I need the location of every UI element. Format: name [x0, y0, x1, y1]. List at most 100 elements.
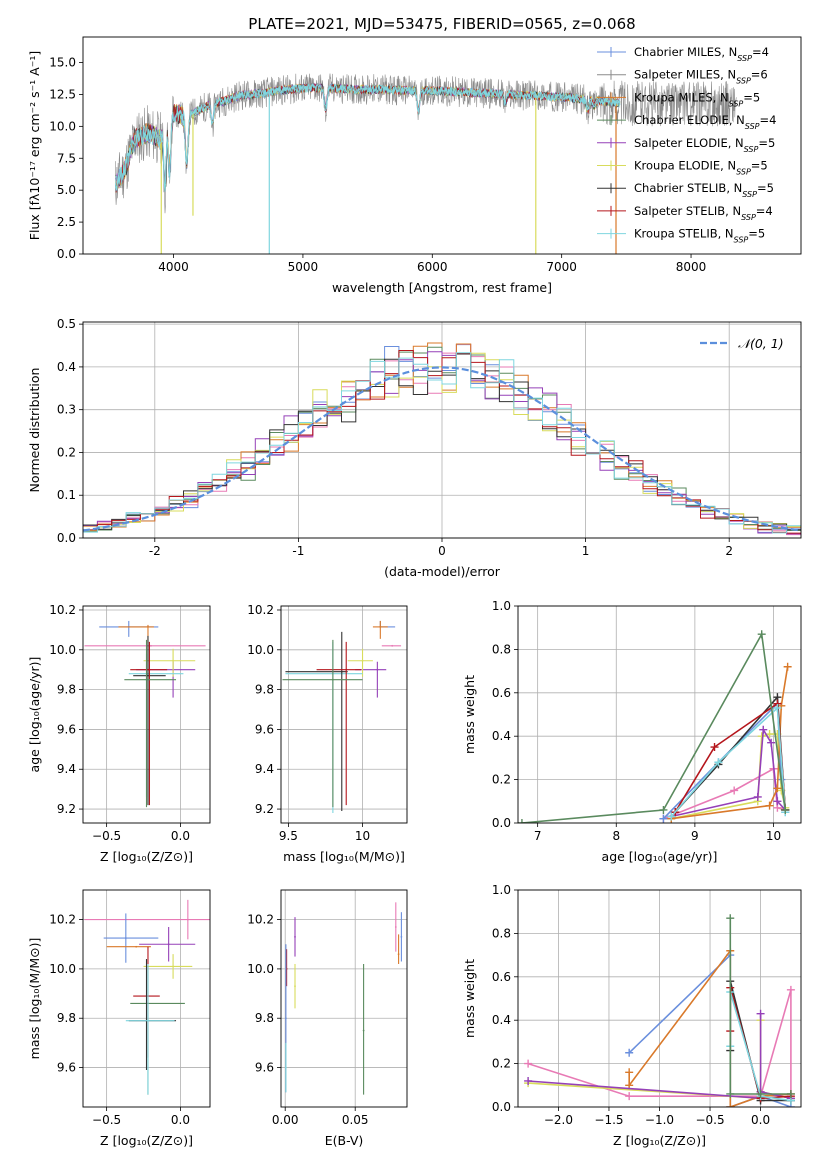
plus-marker	[714, 758, 723, 767]
legend-entry: Chabrier MILES, NSSP=4	[634, 45, 769, 63]
y-tick-label: 9.6	[255, 1061, 274, 1075]
plus-marker	[518, 819, 526, 823]
y-tick-label: 10.0	[49, 119, 76, 133]
axes-frame	[82, 321, 802, 539]
x-tick-label: 2	[725, 544, 733, 558]
axes-frame	[280, 889, 408, 1108]
y-tick-label: 0.3	[57, 403, 76, 417]
axes-frame	[517, 889, 802, 1108]
legend-entry: 𝒩(0, 1)	[738, 336, 784, 351]
massweight-vs-age-panel: 7 8 9 10 0.0 0.2 0.4 0.6 0.8 1.0 age [log₁₀(age/yr…	[462, 599, 802, 864]
data-point	[397, 953, 400, 956]
y-tick-label: 0.2	[492, 773, 511, 787]
y-tick-label: 15.0	[49, 56, 76, 70]
massweight-vs-Z-plot-area	[524, 914, 795, 1107]
plus-marker	[767, 738, 776, 747]
y-axis-label: age [log₁₀(age/yr)]	[27, 657, 42, 773]
plus-marker	[756, 1089, 765, 1098]
mass-vs-Z-panel: −0.5 0.0 9.6 9.8 10.0 10.2 Z [log₁₀(Z/Z⊙)] mass…	[27, 889, 211, 1148]
age-vs-Z-plot-area	[84, 620, 206, 808]
y-tick-label: 0.6	[492, 970, 511, 984]
y-tick-label: 0.0	[492, 816, 511, 830]
axes-frame	[82, 605, 211, 824]
data-point	[400, 935, 403, 938]
y-tick-label: 9.4	[57, 762, 76, 776]
data-point	[379, 626, 382, 628]
y-tick-label: 0.4	[57, 360, 76, 374]
y-tick-label: 10.2	[247, 603, 274, 617]
y-tick-label: 0.4	[492, 729, 511, 743]
y-tick-label: 0.2	[492, 1057, 511, 1071]
x-tick-label: 0.05	[342, 1113, 369, 1127]
x-axis-label: wavelength [Angstrom, rest frame]	[332, 280, 552, 295]
plus-marker	[753, 792, 762, 801]
plus-marker	[783, 662, 792, 671]
y-tick-label: 10.0	[247, 643, 274, 657]
axes-frame	[82, 36, 802, 255]
data-point	[148, 668, 151, 671]
axes-frame	[280, 605, 408, 824]
x-tick-label: 10	[766, 829, 781, 843]
y-tick-label: 0.2	[57, 445, 76, 459]
legend-entry: Kroupa MILES, NSSP=5	[634, 90, 760, 108]
y-tick-label: 10.0	[247, 962, 274, 976]
y-tick-label: 9.8	[255, 1011, 274, 1025]
plus-marker	[773, 784, 782, 793]
plus-marker	[625, 1092, 634, 1101]
data-point	[147, 626, 149, 628]
data-point	[135, 945, 138, 948]
x-tick-label: −2.0	[544, 1113, 573, 1127]
x-tick-label: 8000	[676, 260, 707, 274]
y-tick-label: 7.5	[57, 151, 76, 165]
age-vs-Z-panel: −0.5 0.0 9.2 9.4 9.6 9.8 10.0 10.2 Z [log₁₀(Z/Z⊙…	[27, 603, 211, 864]
y-tick-label: 0.8	[492, 642, 511, 656]
spectrum-panel: 4000 5000 6000 7000 8000 0.0 2.5 5.0 7.5 10.0 12.5…	[27, 36, 802, 295]
legend-entry: Kroupa ELODIE, NSSP=5	[634, 159, 768, 177]
data-point	[172, 965, 174, 968]
plus-marker	[781, 805, 790, 814]
plus-marker	[625, 1048, 634, 1057]
x-tick-label: -2	[149, 544, 161, 558]
mass-weight-line-7	[670, 706, 787, 818]
x-axis-label: mass [log₁₀(M/M⊙)]	[283, 849, 405, 864]
y-tick-label: 10.2	[247, 913, 274, 927]
plus-marker	[756, 1009, 765, 1018]
data-point	[186, 918, 189, 921]
x-axis-label: (data-model)/error	[384, 564, 501, 579]
plus-marker	[757, 732, 766, 741]
plus-marker	[759, 725, 768, 734]
mass-vs-EBV-plot-area	[285, 902, 403, 1095]
plus-marker	[757, 630, 766, 639]
y-tick-label: 10.0	[49, 643, 76, 657]
x-tick-label: −1.0	[645, 1113, 674, 1127]
legend-entry: Chabrier STELIB, NSSP=5	[634, 181, 774, 199]
data-point	[340, 670, 343, 673]
y-tick-label: 1.0	[492, 599, 511, 613]
data-point	[361, 659, 364, 662]
x-axis-label: Z [log₁₀(Z/Z⊙)]	[100, 1133, 193, 1148]
mass-weight-line-3	[671, 727, 786, 818]
data-point	[147, 674, 149, 677]
plus-marker	[726, 1103, 735, 1107]
x-axis-label: Z [log₁₀(Z/Z⊙)]	[613, 1133, 706, 1148]
kroupa-stelib-spectrum	[114, 83, 621, 191]
y-tick-label: 10.2	[49, 603, 76, 617]
y-tick-label: 0.8	[492, 926, 511, 940]
data-point	[147, 1019, 149, 1022]
x-tick-label: 7000	[546, 260, 577, 274]
x-tick-label: −0.5	[92, 829, 121, 843]
y-tick-label: 9.6	[57, 722, 76, 736]
x-tick-label: -1	[292, 544, 304, 558]
y-tick-label: 12.5	[49, 87, 76, 101]
mass-weight-line-5	[674, 695, 787, 813]
y-tick-label: 9.2	[57, 802, 76, 816]
spectrum-plot-area	[114, 73, 737, 254]
y-tick-label: 0.4	[492, 1013, 511, 1027]
plus-marker	[765, 801, 774, 810]
plus-marker	[659, 805, 668, 814]
data-point	[285, 1066, 287, 1069]
y-tick-label: 0.1	[57, 488, 76, 502]
y-tick-label: 0.5	[57, 317, 76, 331]
x-tick-label: 5000	[288, 260, 319, 274]
plus-marker	[786, 1089, 795, 1098]
